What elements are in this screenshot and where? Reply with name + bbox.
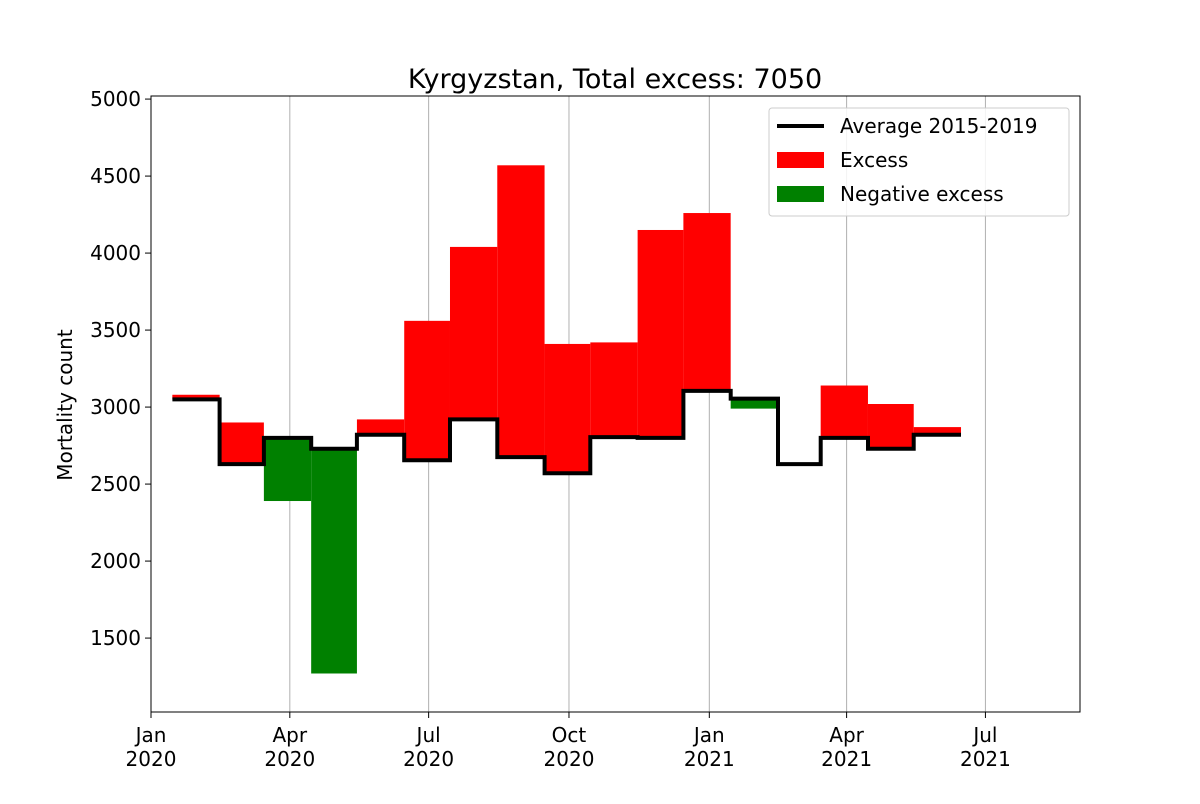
excess-bar (820, 385, 868, 438)
x-tick-label: 2020 (544, 747, 595, 771)
legend-swatch-excess (777, 152, 824, 168)
y-tick-label: 2000 (90, 549, 141, 573)
x-tick-label: 2021 (821, 747, 872, 771)
legend-swatch-negative (777, 186, 824, 202)
legend-box (768, 107, 1070, 217)
excess-bar (637, 229, 684, 438)
excess-bar (867, 404, 914, 449)
legend-label: Negative excess (840, 182, 1004, 206)
plot-frame (150, 95, 1081, 713)
x-tick-label: Oct (552, 723, 587, 747)
x-tick-label: Jan (134, 723, 167, 747)
x-tick-label: Jul (971, 723, 997, 747)
excess-bar (449, 246, 498, 420)
negative-excess-bar (263, 437, 312, 502)
legend-label: Average 2015-2019 (840, 114, 1038, 138)
negative-excess-bar (730, 398, 778, 409)
legend-label: Excess (840, 148, 908, 172)
ticks-layer: Jan2020Apr2020Jul2020Oct2020Jan2021Apr20… (90, 87, 1011, 771)
chart-title: Kyrgyzstan, Total excess: 7050 (408, 64, 822, 95)
excess-bar (219, 422, 264, 465)
y-tick-label: 2500 (90, 472, 141, 496)
y-tick-label: 4000 (90, 241, 141, 265)
excess-bar (172, 394, 220, 400)
average-line-layer (172, 388, 961, 476)
average-line (172, 388, 961, 476)
x-tick-label: 2020 (126, 747, 177, 771)
x-tick-label: Apr (273, 723, 308, 747)
excess-bar (590, 342, 638, 438)
excess-bar (913, 427, 962, 435)
excess-bar (497, 165, 545, 458)
y-axis-label: Mortality count (53, 329, 77, 481)
excess-bar (544, 343, 591, 474)
excess-bar (404, 320, 450, 461)
x-tick-label: 2020 (264, 747, 315, 771)
y-tick-label: 4500 (90, 164, 141, 188)
x-tick-label: Apr (829, 723, 864, 747)
x-tick-label: 2021 (960, 747, 1011, 771)
y-tick-label: 1500 (90, 626, 141, 650)
x-tick-label: 2020 (403, 747, 454, 771)
x-tick-label: Jul (415, 723, 441, 747)
y-tick-label: 3000 (90, 395, 141, 419)
y-tick-label: 3500 (90, 318, 141, 342)
x-tick-label: 2021 (684, 747, 735, 771)
negative-excess-bar (311, 448, 357, 674)
y-tick-label: 5000 (90, 87, 141, 111)
excess-bar (683, 213, 731, 391)
bars-layer (172, 165, 962, 674)
legend: Average 2015-2019 Excess Negative excess (768, 107, 1070, 217)
excess-bar (356, 419, 405, 435)
x-tick-label: Jan (692, 723, 725, 747)
